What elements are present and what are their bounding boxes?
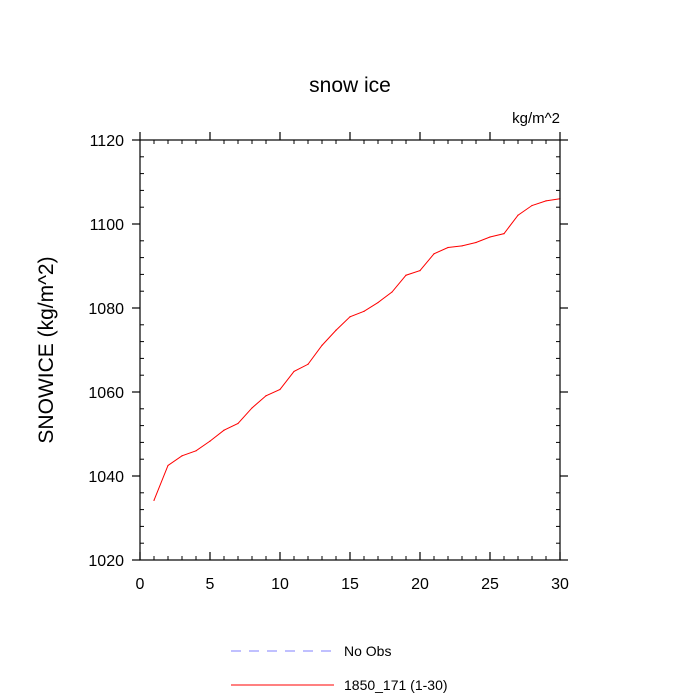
data-point [293, 370, 295, 373]
legend-label-1: 1850_171 (1-30) [344, 677, 448, 693]
data-point [531, 204, 533, 207]
y-tick-label: 1120 [90, 133, 125, 150]
series-layer [153, 198, 561, 501]
data-point [475, 241, 477, 244]
x-tick-label: 0 [136, 576, 145, 593]
data-point [251, 407, 253, 409]
units-label: kg/m^2 [512, 110, 560, 127]
data-point [405, 274, 407, 276]
data-point [433, 253, 435, 255]
data-point [321, 344, 323, 346]
y-tick-label: 1060 [88, 385, 124, 402]
chart-title: snow ice [309, 74, 391, 97]
data-point [447, 246, 449, 249]
data-point [461, 245, 463, 247]
data-point [265, 395, 267, 397]
legend-label-0: No Obs [344, 643, 391, 659]
data-point [209, 440, 211, 442]
data-point [181, 455, 183, 457]
x-tick-label: 20 [411, 576, 429, 593]
data-point [223, 429, 225, 431]
data-point [167, 464, 169, 467]
data-point [377, 301, 379, 304]
x-tick-label: 15 [341, 576, 359, 593]
data-point [391, 291, 393, 293]
y-axis-label: SNOWICE (kg/m^2) [35, 256, 58, 443]
data-point [279, 388, 281, 391]
data-point [349, 316, 351, 318]
x-tick-label: 30 [551, 576, 569, 593]
data-point [419, 270, 421, 272]
x-tick-label: 25 [481, 576, 499, 593]
y-tick-label: 1040 [88, 469, 124, 486]
legend: No Obs 1850_171 (1-30) [231, 643, 448, 693]
x-tick-label: 5 [206, 576, 215, 593]
ticks: 0 5 10 15 20 25 30 1020 1040 1060 1080 1100 1120 [88, 132, 569, 593]
data-point [503, 233, 505, 235]
y-tick-label: 1020 [88, 553, 124, 570]
data-point [545, 200, 547, 202]
data-point [363, 310, 365, 312]
data-point [335, 329, 337, 331]
data-point [153, 499, 155, 501]
data-point [307, 363, 309, 365]
data-point [489, 236, 491, 238]
data-point [195, 450, 197, 452]
y-tick-label: 1080 [88, 301, 124, 318]
x-tick-label: 10 [271, 576, 289, 593]
series-line-0 [153, 198, 561, 501]
data-point [237, 422, 239, 425]
data-point [517, 214, 519, 216]
y-tick-label: 1100 [90, 217, 125, 234]
plot-frame [139, 139, 561, 561]
